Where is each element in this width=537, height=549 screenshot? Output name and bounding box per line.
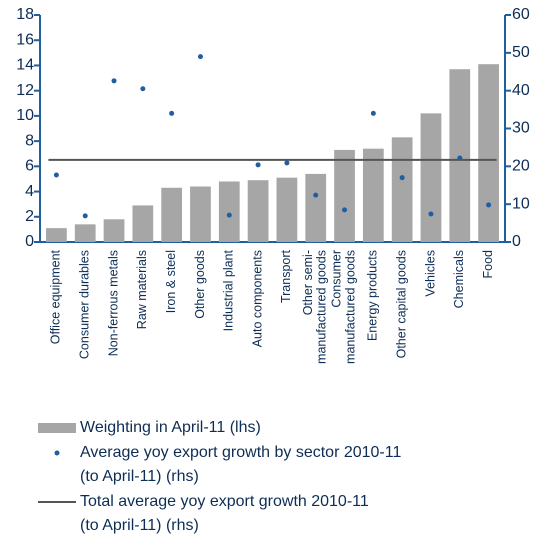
label-line: Average yoy export growth by sector 2010… [80, 444, 401, 461]
bar [132, 205, 154, 242]
legend-label: Total average yoy export growth 2010-11 (… [80, 493, 369, 534]
y2-tick-label: 60 [512, 6, 530, 23]
x-tick-label: Iron & steel [164, 250, 178, 313]
label-line: manufactured goods [344, 250, 358, 364]
bar [74, 224, 96, 242]
bar [190, 186, 211, 242]
x-tick-label: Energy products [366, 250, 380, 341]
dot [197, 54, 203, 60]
y-tick-label: 12 [16, 82, 34, 99]
y-tick-label: 0 [25, 233, 34, 250]
dot [428, 211, 434, 217]
label-line: (to April-11) (rhs) [80, 517, 199, 534]
y2-tick-label: 0 [512, 233, 521, 250]
x-tick-label: Other capital goods [394, 250, 408, 358]
y2-tick-label: 50 [512, 44, 530, 61]
bar [478, 64, 499, 242]
bar [276, 177, 298, 242]
x-tick-label: Other goods [193, 250, 207, 319]
y2-tick-label: 10 [512, 195, 530, 212]
y-tick-label: 4 [25, 183, 34, 200]
dot [169, 110, 175, 116]
x-tick-label: Consumermanufactured goods [330, 250, 358, 364]
dot [457, 155, 463, 161]
dot [140, 86, 146, 92]
dot [486, 202, 492, 208]
bar [362, 148, 384, 242]
x-tick-label: Consumer durables [78, 250, 92, 359]
dot [111, 78, 117, 84]
dot [82, 213, 88, 219]
y-tick-label: 10 [16, 107, 34, 124]
legend-label: Average yoy export growth by sector 2010… [80, 444, 401, 485]
y-tick-label: 8 [25, 132, 34, 149]
x-tick-label: Transport [279, 249, 293, 303]
dot [255, 162, 261, 168]
bar [334, 149, 355, 242]
y-tick-label: 14 [16, 57, 34, 74]
x-tick-label: Auto components [250, 250, 264, 347]
legend-swatch [54, 450, 60, 456]
x-tick-label: Raw materials [135, 250, 149, 329]
label-line: Consumer [330, 250, 344, 308]
x-tick-label: Office equipment [49, 249, 63, 344]
label-line: (to April-11) (rhs) [80, 468, 199, 485]
bar [391, 137, 413, 242]
bar [420, 113, 442, 242]
label-line: Other semi- [301, 250, 315, 315]
x-tick-label: Chemicals [452, 250, 466, 308]
dot [370, 110, 376, 116]
y2-tick-label: 20 [512, 158, 530, 175]
bar [46, 228, 67, 242]
legend-label: Weighting in April-11 (lhs) [80, 419, 261, 436]
dot [284, 160, 290, 166]
bar [103, 219, 125, 242]
x-tick-label: Industrial plant [222, 249, 236, 331]
dot [53, 172, 59, 178]
y-tick-label: 2 [25, 208, 34, 225]
x-tick-label: Food [481, 250, 495, 279]
label-line: Total average yoy export growth 2010-11 [80, 493, 369, 510]
x-tick-label: Vehicles [423, 250, 437, 297]
y-tick-label: 18 [16, 6, 34, 23]
bar [247, 180, 269, 242]
y-tick-label: 6 [25, 158, 34, 175]
y2-tick-label: 40 [512, 82, 530, 99]
label-line: manufactured goods [315, 250, 329, 364]
dot [342, 207, 348, 213]
y2-tick-label: 30 [512, 120, 530, 137]
dot [399, 175, 405, 181]
bar [305, 173, 327, 242]
dot [313, 192, 319, 198]
x-tick-label: Non-ferrous metals [106, 250, 120, 356]
x-tick-label: Other semi-manufactured goods [301, 250, 329, 364]
y-tick-label: 16 [16, 31, 34, 48]
bar [218, 181, 240, 242]
legend-swatch [38, 423, 76, 433]
bar [161, 187, 183, 242]
dot [226, 212, 232, 218]
